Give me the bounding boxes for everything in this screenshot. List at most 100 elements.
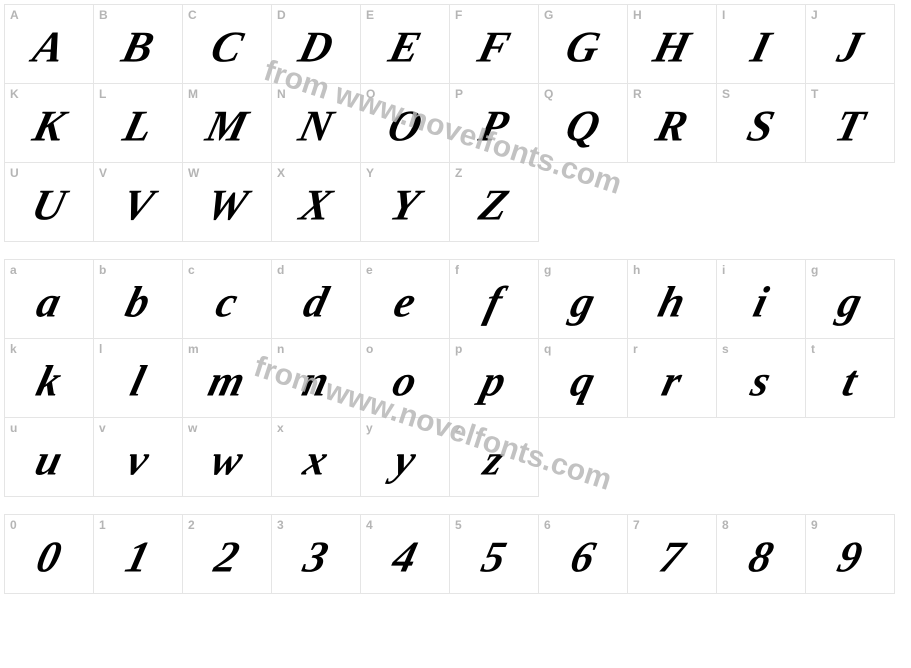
cell-label: S: [722, 87, 730, 101]
cell-label: D: [277, 8, 286, 22]
cell-label: s: [722, 342, 729, 356]
glyph-cell: cc: [182, 259, 272, 339]
cell-label: Q: [544, 87, 553, 101]
glyph-cell: YY: [360, 162, 450, 242]
cell-label: g: [544, 263, 551, 277]
glyph: t: [838, 356, 863, 407]
glyph-cell: ii: [716, 259, 806, 339]
glyph: s: [746, 356, 776, 407]
cell-label: Y: [366, 166, 374, 180]
cell-label: Z: [455, 166, 462, 180]
glyph: I: [746, 22, 776, 73]
glyph: o: [388, 356, 423, 407]
glyph: 6: [566, 532, 601, 583]
glyph: L: [118, 101, 158, 152]
glyph-cell: ll: [93, 338, 183, 418]
glyph: M: [201, 101, 253, 152]
cell-label: B: [99, 8, 108, 22]
glyph-cell: 99: [805, 514, 895, 594]
glyph: e: [389, 277, 421, 328]
glyph: Y: [385, 180, 425, 231]
glyph-cell: gg: [805, 259, 895, 339]
cell-label: l: [99, 342, 102, 356]
glyph-cell: oo: [360, 338, 450, 418]
glyph: 2: [210, 532, 245, 583]
glyph-cell: ee: [360, 259, 450, 339]
glyph-cell: NN: [271, 83, 361, 163]
glyph-cell: tt: [805, 338, 895, 418]
cell-label: 9: [811, 518, 818, 532]
glyph: V: [117, 180, 159, 231]
glyph: A: [28, 22, 70, 73]
glyph-cell: HH: [627, 4, 717, 84]
glyph: d: [299, 277, 334, 328]
glyph: H: [649, 22, 696, 73]
font-character-map: AABBCCDDEEFFGGHHIIJJKKLLMMNNOOPPQQRRSSTT…: [0, 0, 911, 597]
glyph-cell: SS: [716, 83, 806, 163]
glyph-cell: xx: [271, 417, 361, 497]
glyph-cell: pp: [449, 338, 539, 418]
glyph: 3: [299, 532, 334, 583]
cell-label: e: [366, 263, 373, 277]
glyph-cell: 33: [271, 514, 361, 594]
cell-label: A: [10, 8, 19, 22]
cell-label: O: [366, 87, 375, 101]
glyph-cell: ff: [449, 259, 539, 339]
glyph-cell: RR: [627, 83, 717, 163]
glyph-row: uuvvwwxxyyzz: [4, 417, 907, 496]
glyph-cell: WW: [182, 162, 272, 242]
cell-label: n: [277, 342, 284, 356]
glyph: f: [480, 277, 507, 328]
cell-label: 3: [277, 518, 284, 532]
glyph-cell: QQ: [538, 83, 628, 163]
glyph: c: [211, 277, 243, 328]
glyph: b: [121, 277, 156, 328]
glyph-cell: vv: [93, 417, 183, 497]
cell-label: L: [99, 87, 106, 101]
glyph-cell: KK: [4, 83, 94, 163]
glyph: Q: [561, 101, 605, 152]
cell-label: 0: [10, 518, 17, 532]
cell-label: k: [10, 342, 17, 356]
glyph: l: [126, 356, 151, 407]
cell-label: i: [722, 263, 725, 277]
glyph: 4: [388, 532, 423, 583]
glyph: E: [384, 22, 426, 73]
glyph-cell: AA: [4, 4, 94, 84]
glyph-row: UUVVWWXXYYZZ: [4, 162, 907, 241]
glyph-cell: yy: [360, 417, 450, 497]
glyph-cell: 00: [4, 514, 94, 594]
glyph: u: [30, 435, 67, 486]
cell-label: m: [188, 342, 199, 356]
cell-label: W: [188, 166, 199, 180]
glyph-row: KKLLMMNNOOPPQQRRSSTT: [4, 83, 907, 162]
glyph: 0: [32, 532, 67, 583]
cell-label: 4: [366, 518, 373, 532]
cell-label: 6: [544, 518, 551, 532]
glyph: R: [651, 101, 693, 152]
cell-label: q: [544, 342, 551, 356]
glyph: G: [561, 22, 605, 73]
glyph: 8: [744, 532, 779, 583]
cell-label: 2: [188, 518, 195, 532]
cell-label: 8: [722, 518, 729, 532]
glyph-cell: CC: [182, 4, 272, 84]
glyph-cell: rr: [627, 338, 717, 418]
glyph-row: 00112233445566778899: [4, 514, 907, 593]
glyph: r: [657, 356, 687, 407]
cell-label: P: [455, 87, 463, 101]
cell-label: H: [633, 8, 642, 22]
cell-label: F: [455, 8, 462, 22]
glyph: D: [294, 22, 338, 73]
glyph-cell: bb: [93, 259, 183, 339]
glyph: g: [833, 277, 868, 328]
glyph-cell: JJ: [805, 4, 895, 84]
glyph: F: [473, 22, 515, 73]
glyph: i: [749, 277, 774, 328]
glyph: z: [479, 435, 509, 486]
cell-label: y: [366, 421, 373, 435]
glyph: m: [204, 356, 251, 407]
glyph: P: [474, 101, 514, 152]
cell-label: I: [722, 8, 725, 22]
cell-label: c: [188, 263, 195, 277]
